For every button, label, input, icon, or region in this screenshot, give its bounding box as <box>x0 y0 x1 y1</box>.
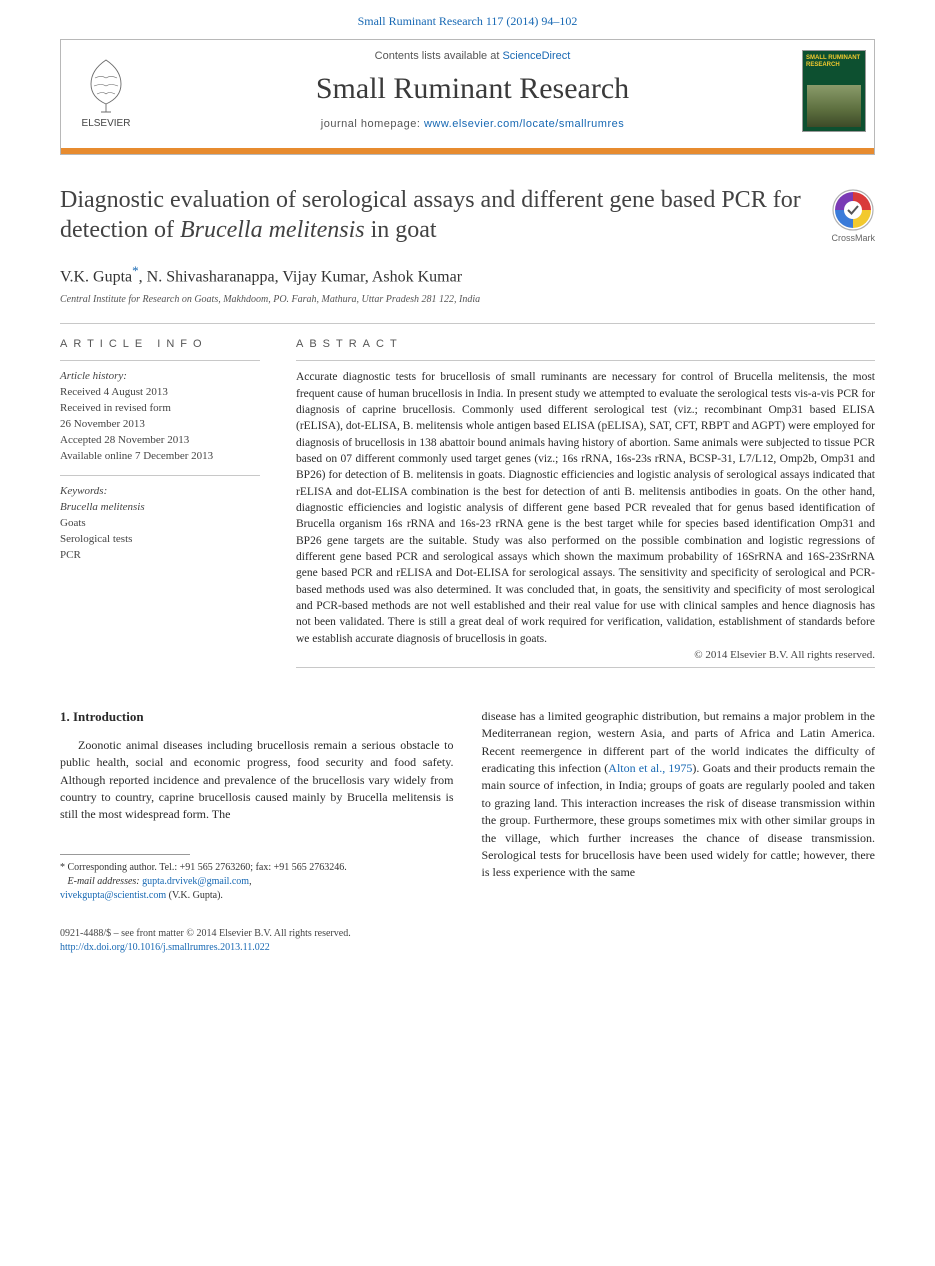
crossmark-badge[interactable]: CrossMark <box>831 189 875 243</box>
citation-ref[interactable]: Alton et al., 1975 <box>608 761 692 775</box>
intro-para-right: disease has a limited geographic distrib… <box>482 708 876 882</box>
keywords-block: Keywords: Brucella melitensis Goats Sero… <box>60 484 260 564</box>
cover-thumb-image <box>807 85 861 127</box>
footer-meta: 0921-4488/$ – see front matter © 2014 El… <box>60 927 875 955</box>
elsevier-tree-icon <box>77 54 135 116</box>
abstract-rule-bottom <box>296 667 875 668</box>
issn-line: 0921-4488/$ – see front matter © 2014 El… <box>60 928 351 939</box>
authors-line: V.K. Gupta*, N. Shivasharanappa, Vijay K… <box>60 263 875 286</box>
journal-cover-thumbnail[interactable]: SMALL RUMINANT RESEARCH <box>794 40 874 142</box>
abstract-text: Accurate diagnostic tests for brucellosi… <box>296 369 875 647</box>
info-rule <box>60 360 260 361</box>
contents-available-line: Contents lists available at ScienceDirec… <box>151 50 794 62</box>
keyword: Serological tests <box>60 533 132 545</box>
section-heading: 1. Introduction <box>60 708 454 727</box>
intro-para-left: Zoonotic animal diseases including bruce… <box>60 737 454 824</box>
authors-rest: , N. Shivasharanappa, Vijay Kumar, Ashok… <box>139 268 462 285</box>
corresponding-footnote: * Corresponding author. Tel.: +91 565 27… <box>60 861 454 903</box>
cover-thumb-title: SMALL RUMINANT RESEARCH <box>806 55 862 68</box>
journal-header: ELSEVIER Contents lists available at Sci… <box>60 39 875 155</box>
abstract-heading: ABSTRACT <box>296 338 875 350</box>
info-rule-2 <box>60 475 260 476</box>
crossmark-icon <box>832 189 874 231</box>
journal-homepage-line: journal homepage: www.elsevier.com/locat… <box>151 118 794 130</box>
journal-homepage-link[interactable]: www.elsevier.com/locate/smallrumres <box>424 118 624 130</box>
journal-name: Small Ruminant Research <box>151 72 794 106</box>
doi-link[interactable]: http://dx.doi.org/10.1016/j.smallrumres.… <box>60 942 270 953</box>
orange-divider-bar <box>61 148 874 154</box>
affiliation: Central Institute for Research on Goats,… <box>60 294 875 305</box>
body-columns: 1. Introduction Zoonotic animal diseases… <box>60 708 875 903</box>
keyword: Goats <box>60 517 86 529</box>
citation-text[interactable]: Small Ruminant Research 117 (2014) 94–10… <box>358 14 578 28</box>
abstract-rule <box>296 360 875 361</box>
article-history: Article history: Received 4 August 2013 … <box>60 369 260 465</box>
email-link-1[interactable]: gupta.drvivek@gmail.com <box>142 876 249 887</box>
elsevier-brand-text: ELSEVIER <box>82 118 131 129</box>
footnote-rule <box>60 854 190 855</box>
author-1[interactable]: V.K. Gupta <box>60 268 132 285</box>
elsevier-logo[interactable]: ELSEVIER <box>61 40 151 142</box>
citation-line: Small Ruminant Research 117 (2014) 94–10… <box>0 0 935 39</box>
keyword: PCR <box>60 549 81 561</box>
article-info-heading: ARTICLE INFO <box>60 338 260 350</box>
corr-star: * <box>60 862 65 873</box>
crossmark-label: CrossMark <box>831 233 875 243</box>
keyword: Brucella melitensis <box>60 501 145 513</box>
sciencedirect-link[interactable]: ScienceDirect <box>502 50 570 62</box>
email-link-2[interactable]: vivekgupta@scientist.com <box>60 890 166 901</box>
divider <box>60 323 875 324</box>
abstract-copyright: © 2014 Elsevier B.V. All rights reserved… <box>296 649 875 661</box>
article-title: Diagnostic evaluation of serological ass… <box>60 185 817 245</box>
